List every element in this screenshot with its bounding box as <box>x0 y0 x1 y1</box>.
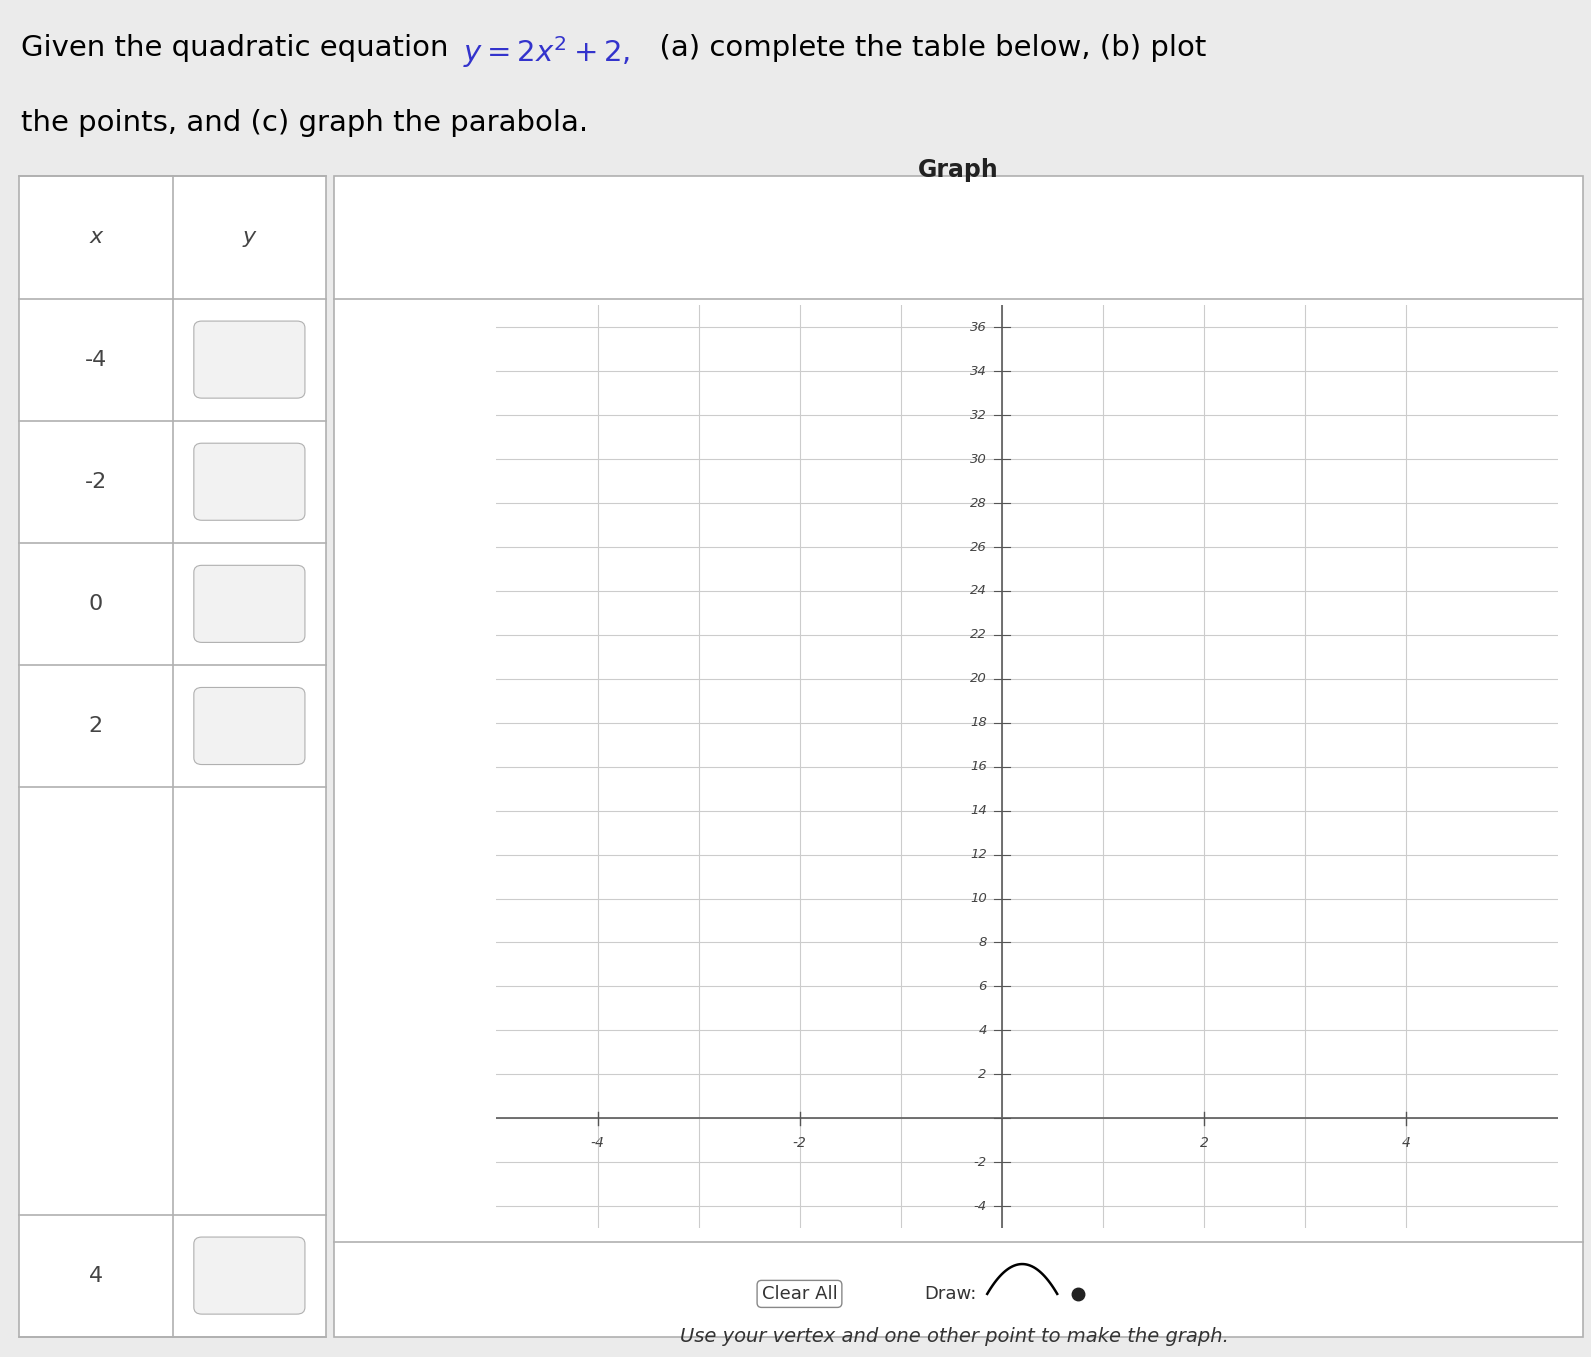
Text: 2: 2 <box>978 1068 986 1080</box>
Text: Given the quadratic equation: Given the quadratic equation <box>21 34 466 62</box>
FancyBboxPatch shape <box>194 1238 305 1314</box>
Text: 8: 8 <box>978 936 986 949</box>
Text: Graph: Graph <box>918 157 999 182</box>
Text: 2: 2 <box>89 716 103 735</box>
Text: 10: 10 <box>971 892 986 905</box>
Text: 26: 26 <box>971 540 986 554</box>
Text: $y = 2x^2 + 2$,: $y = 2x^2 + 2$, <box>463 34 630 69</box>
FancyBboxPatch shape <box>19 176 326 1337</box>
Text: 2: 2 <box>1200 1136 1209 1149</box>
Text: 32: 32 <box>971 408 986 422</box>
Text: -4: -4 <box>84 350 107 369</box>
Text: Clear All: Clear All <box>762 1285 837 1303</box>
Text: 22: 22 <box>971 628 986 642</box>
FancyBboxPatch shape <box>194 688 305 764</box>
Text: 16: 16 <box>971 760 986 773</box>
Text: Use your vertex and one other point to make the graph.: Use your vertex and one other point to m… <box>681 1327 1228 1346</box>
Text: -4: -4 <box>590 1136 605 1149</box>
Text: 4: 4 <box>978 1023 986 1037</box>
FancyBboxPatch shape <box>194 566 305 642</box>
FancyBboxPatch shape <box>194 322 305 398</box>
Text: -2: -2 <box>792 1136 807 1149</box>
Text: 28: 28 <box>971 497 986 510</box>
Text: 34: 34 <box>971 365 986 377</box>
Text: y: y <box>243 228 256 247</box>
Text: (a) complete the table below, (b) plot: (a) complete the table below, (b) plot <box>641 34 1206 62</box>
Text: 0: 0 <box>89 594 103 613</box>
FancyBboxPatch shape <box>334 176 1583 1337</box>
Text: the points, and (c) graph the parabola.: the points, and (c) graph the parabola. <box>21 109 587 137</box>
Text: 20: 20 <box>971 672 986 685</box>
Text: 18: 18 <box>971 716 986 729</box>
Text: 4: 4 <box>1402 1136 1411 1149</box>
Text: Draw:: Draw: <box>924 1285 977 1303</box>
Text: -2: -2 <box>974 1156 986 1168</box>
Text: 36: 36 <box>971 320 986 334</box>
Text: x: x <box>89 228 102 247</box>
Text: 24: 24 <box>971 585 986 597</box>
Text: 6: 6 <box>978 980 986 993</box>
Text: 12: 12 <box>971 848 986 862</box>
Text: 30: 30 <box>971 453 986 465</box>
Text: -2: -2 <box>84 472 107 491</box>
FancyBboxPatch shape <box>194 444 305 520</box>
Text: 14: 14 <box>971 805 986 817</box>
Text: 4: 4 <box>89 1266 103 1285</box>
Text: -4: -4 <box>974 1200 986 1213</box>
